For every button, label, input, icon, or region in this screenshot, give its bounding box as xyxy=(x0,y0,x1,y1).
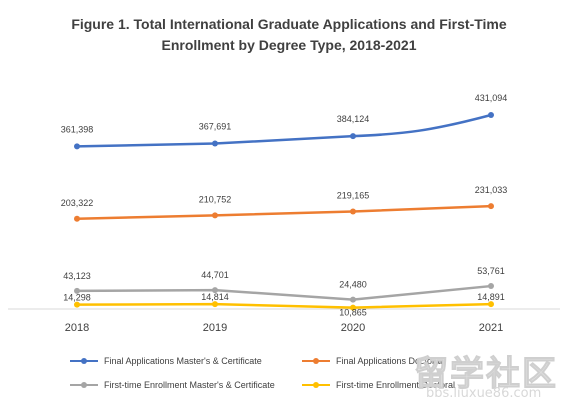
chart-legend: Final Applications Master's & Certificat… xyxy=(0,350,578,400)
series-0-point-2018 xyxy=(74,143,80,150)
series-1-data-label-2021: 231,033 xyxy=(475,185,508,195)
legend-item-applications-doctoral: Final Applications Doctoral xyxy=(302,356,442,366)
series-3-point-2021 xyxy=(488,301,494,308)
series-2-data-label-2020: 24,480 xyxy=(339,280,367,290)
legend-label-enrollment-doctoral: First-time Enrollment Doctoral xyxy=(336,380,456,390)
series-0-point-2021 xyxy=(488,112,494,118)
x-tick-label-2019: 2019 xyxy=(203,322,227,334)
series-1-data-label-2018: 203,322 xyxy=(61,198,94,208)
series-0-data-label-2021: 431,094 xyxy=(475,93,508,103)
legend-label-applications-masters: Final Applications Master's & Certificat… xyxy=(104,356,262,366)
series-3-data-label-2020: 10,865 xyxy=(339,308,367,318)
x-tick-label-2021: 2021 xyxy=(479,322,503,334)
legend-item-enrollment-masters: First-time Enrollment Master's & Certifi… xyxy=(70,380,275,390)
series-3-data-label-2021: 14,891 xyxy=(477,292,505,302)
series-0-data-label-2019: 367,691 xyxy=(199,122,232,132)
legend-swatch-enrollment-masters xyxy=(70,382,98,388)
legend-swatch-enrollment-doctoral xyxy=(302,382,330,388)
series-0-data-label-2018: 361,398 xyxy=(61,124,94,134)
legend-label-enrollment-masters: First-time Enrollment Master's & Certifi… xyxy=(104,380,275,390)
chart-title: Figure 1. Total International Graduate A… xyxy=(0,14,578,56)
series-1-point-2021 xyxy=(488,203,494,210)
series-line-1 xyxy=(75,204,493,221)
series-0-point-2019 xyxy=(212,140,218,147)
series-1-point-2020 xyxy=(350,208,356,215)
series-line-3 xyxy=(75,302,493,309)
legend-swatch-applications-masters xyxy=(70,358,98,364)
series-line-2 xyxy=(75,284,493,301)
series-1-point-2019 xyxy=(212,212,218,219)
series-1-data-label-2019: 210,752 xyxy=(199,194,232,204)
series-1-data-label-2020: 219,165 xyxy=(337,191,370,201)
legend-item-enrollment-doctoral: First-time Enrollment Doctoral xyxy=(302,380,455,390)
x-tick-label-2020: 2020 xyxy=(341,322,365,334)
series-2-data-label-2019: 44,701 xyxy=(201,270,229,280)
series-2-point-2018 xyxy=(74,287,80,294)
series-3-data-label-2018: 14,298 xyxy=(63,293,91,303)
legend-swatch-applications-doctoral xyxy=(302,358,330,364)
series-0-data-label-2020: 384,124 xyxy=(337,114,370,124)
chart-title-line-2: Enrollment by Degree Type, 2018-2021 xyxy=(161,37,417,53)
legend-item-applications-masters: Final Applications Master's & Certificat… xyxy=(70,356,262,366)
series-2-data-label-2018: 43,123 xyxy=(63,271,91,281)
series-2-point-2021 xyxy=(488,283,494,290)
series-2-data-label-2021: 53,761 xyxy=(477,266,505,276)
series-3-data-label-2019: 14,814 xyxy=(201,292,229,302)
series-0-point-2020 xyxy=(350,133,356,140)
legend-label-applications-doctoral: Final Applications Doctoral xyxy=(336,356,443,366)
series-2-point-2019 xyxy=(212,287,218,294)
series-3-point-2020 xyxy=(350,304,356,311)
series-3-point-2019 xyxy=(212,301,218,308)
chart-title-line-1: Figure 1. Total International Graduate A… xyxy=(71,16,507,32)
x-tick-label-2018: 2018 xyxy=(65,322,89,334)
series-1-point-2018 xyxy=(74,215,80,222)
series-2-point-2020 xyxy=(350,296,356,303)
series-line-0 xyxy=(75,113,493,148)
series-3-point-2018 xyxy=(74,301,80,308)
